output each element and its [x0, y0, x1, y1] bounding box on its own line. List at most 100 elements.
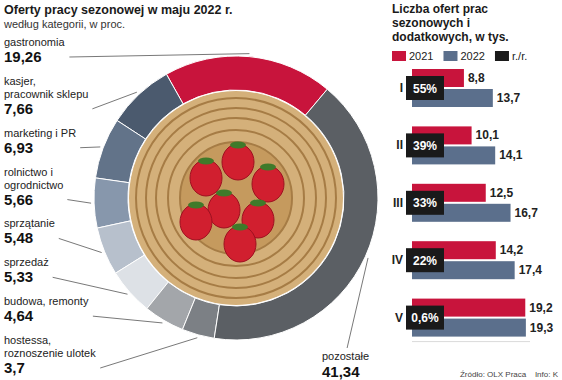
bar-value: 12,5: [490, 186, 514, 200]
chart-title: Oferty pracy sezonowej w maju 2022 r.: [4, 3, 233, 17]
leader-line: [92, 92, 137, 109]
slice-label: marketing i PR: [4, 127, 76, 139]
basket-weave: [136, 98, 336, 298]
change-label: 22%: [413, 254, 437, 268]
bar-value: 10,1: [476, 128, 500, 142]
slice-label-line: rolnictwo i: [4, 166, 53, 178]
slice-label: budowa, remonty: [4, 295, 89, 307]
source: Źródło: OLX Praca: [460, 370, 527, 379]
legend-swatch: [443, 51, 457, 61]
strawberry: [224, 226, 256, 262]
leader-line: [69, 54, 249, 57]
strawberry-leaf: [230, 142, 246, 149]
bar-value: 16,7: [515, 206, 539, 220]
slice-value: 5,48: [4, 229, 33, 246]
chart-canvas: Oferty pracy sezonowej w maju 2022 r.wed…: [0, 0, 562, 380]
basket: [129, 91, 343, 305]
bar-value: 13,7: [497, 91, 521, 105]
slice-label-line: sprzątanie: [4, 217, 55, 229]
slice-value: 5,33: [4, 268, 33, 285]
leader-line: [347, 258, 368, 348]
slice-value: 41,34: [322, 363, 360, 380]
slice-label-line: roznoszenie ulotek: [4, 347, 96, 359]
legend: 2021 2022 r./r.: [392, 50, 527, 62]
bar-value: 14,2: [500, 243, 524, 257]
bar-value: 14,1: [499, 148, 523, 162]
legend-label: 2022: [460, 50, 484, 62]
change-label: 0,6%: [411, 311, 439, 325]
leader-line: [100, 338, 197, 368]
bar-value: 19,2: [529, 301, 553, 315]
chart-title-line: sezonowych i: [392, 16, 470, 30]
slice-labels: gastronomia19,26 kasjer,pracownik sklepu7…: [4, 36, 369, 380]
legend-label: r./r.: [512, 50, 527, 62]
slice-value: 4,64: [4, 307, 34, 324]
slice-value: 3,7: [4, 359, 25, 376]
bar-value: 17,4: [519, 263, 543, 277]
donut-slice: [94, 178, 130, 228]
slice-value: 19,26: [4, 48, 42, 65]
leader-line: [53, 277, 128, 294]
leader-line: [80, 146, 100, 148]
strawberry-leaf: [198, 158, 214, 165]
change-label: 39%: [413, 139, 437, 153]
chart-title-line: Liczba ofert prac: [392, 2, 488, 16]
slice-label-line: kasjer,: [4, 75, 36, 87]
slice-label-line: budowa, remonty: [4, 295, 89, 307]
bar-value: 8,8: [468, 71, 485, 85]
donut-slice: [166, 56, 327, 115]
change-label: 55%: [413, 82, 437, 96]
slice-value: 6,93: [4, 139, 33, 156]
category-label: I: [400, 81, 403, 95]
strawberry: [190, 160, 222, 196]
change-badge: [406, 76, 444, 100]
donut-slice: [182, 298, 219, 338]
chart-title-line: dodatkowych, w tys.: [392, 30, 509, 44]
category-label: IV: [392, 253, 403, 267]
change-label: 33%: [413, 196, 437, 210]
leader-line: [93, 316, 163, 323]
strawberry: [252, 166, 284, 202]
chart-title: Liczba ofert pracsezonowych idodatkowych…: [392, 2, 509, 44]
slice-label: rolnictwo iogrodnictwo: [4, 166, 63, 191]
category-label: III: [393, 196, 403, 210]
slice-value: 7,66: [4, 100, 33, 117]
slice-label-line: gastronomia: [4, 36, 65, 48]
slice-label-line: ogrodnictwo: [4, 179, 63, 191]
change-badge: [406, 248, 444, 272]
slice-label: hostessa,roznoszenie ulotek: [4, 334, 96, 359]
leader-line: [59, 238, 102, 252]
slice-label-line: sprzedaż: [4, 256, 49, 268]
basket-weave: [146, 108, 326, 288]
legend-label: 2021: [409, 50, 433, 62]
strawberry: [208, 192, 240, 228]
strawberry: [180, 204, 212, 240]
axis-line: [412, 341, 530, 342]
category-label: V: [395, 311, 403, 325]
change-badge: [406, 306, 444, 330]
basket-rim: [129, 91, 343, 305]
slice-label-line: hostessa,: [4, 334, 51, 346]
slice-label-line: pracownik sklepu: [4, 88, 88, 100]
bar-value: 19,3: [530, 321, 554, 335]
donut-slice: [214, 89, 378, 340]
donut-slice: [95, 120, 145, 182]
strawberry-leaf: [188, 202, 204, 209]
slice-label: pozostałe: [322, 350, 369, 362]
change-badge: [406, 133, 444, 157]
basket-weave: [156, 118, 316, 278]
basket-weave: [168, 130, 304, 266]
credit: Info: K: [535, 370, 559, 379]
strawberry-leaf: [232, 224, 248, 231]
strawberry-leaf: [260, 164, 276, 171]
chart-subtitle: według kategorii, w proc.: [3, 18, 125, 30]
leader-line: [67, 200, 91, 204]
slice-label: gastronomia: [4, 36, 65, 48]
donut: [94, 56, 378, 340]
slice-label: sprzątanie: [4, 217, 55, 229]
bars: [412, 69, 526, 337]
strawberry-leaf: [216, 190, 232, 197]
legend-swatch: [495, 51, 509, 61]
strawberry-leaf: [250, 200, 266, 207]
slice-label: sprzedaż: [4, 256, 49, 268]
